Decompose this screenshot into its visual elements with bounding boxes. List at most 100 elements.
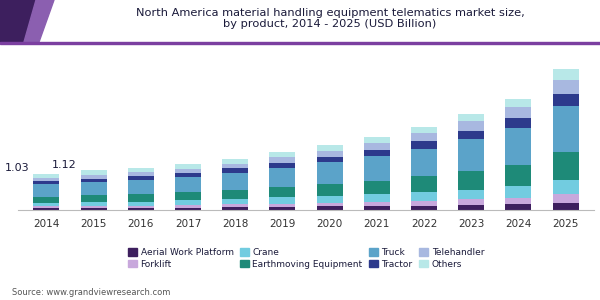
Bar bbox=[505, 99, 532, 107]
Bar bbox=[553, 194, 578, 203]
Bar bbox=[364, 181, 390, 194]
Bar bbox=[269, 158, 295, 163]
Bar bbox=[80, 208, 107, 210]
Bar bbox=[553, 180, 578, 194]
Bar bbox=[505, 165, 532, 186]
Bar bbox=[317, 203, 343, 206]
Text: North America material handling equipment telematics market size,
by product, 20: North America material handling equipmen… bbox=[136, 8, 524, 29]
Bar bbox=[458, 114, 484, 121]
Bar bbox=[34, 206, 59, 208]
Bar bbox=[128, 180, 154, 194]
Bar bbox=[317, 196, 343, 203]
Bar bbox=[411, 206, 437, 210]
Bar bbox=[175, 205, 201, 208]
Bar bbox=[505, 198, 532, 204]
Bar bbox=[553, 152, 578, 180]
Bar bbox=[222, 159, 248, 164]
Bar bbox=[317, 145, 343, 151]
Bar bbox=[128, 168, 154, 172]
Bar bbox=[222, 199, 248, 204]
Text: Source: www.grandviewresearch.com: Source: www.grandviewresearch.com bbox=[12, 288, 170, 297]
Bar bbox=[128, 176, 154, 180]
Bar bbox=[222, 164, 248, 168]
Bar bbox=[269, 163, 295, 168]
Bar bbox=[553, 80, 578, 94]
Text: 1.12: 1.12 bbox=[52, 160, 77, 170]
Bar bbox=[269, 207, 295, 210]
Bar bbox=[80, 206, 107, 208]
Bar bbox=[458, 200, 484, 205]
Bar bbox=[364, 137, 390, 143]
Bar bbox=[269, 152, 295, 158]
Bar bbox=[34, 178, 59, 182]
Bar bbox=[175, 192, 201, 200]
Bar bbox=[222, 172, 248, 190]
Bar bbox=[80, 178, 107, 182]
Bar bbox=[80, 182, 107, 195]
Bar bbox=[80, 195, 107, 202]
Bar bbox=[505, 204, 532, 210]
Bar bbox=[505, 186, 532, 198]
Bar bbox=[269, 197, 295, 204]
Bar bbox=[128, 194, 154, 202]
Bar bbox=[553, 94, 578, 106]
Bar bbox=[458, 131, 484, 139]
Bar bbox=[364, 194, 390, 202]
Bar bbox=[128, 172, 154, 176]
Bar bbox=[553, 203, 578, 210]
Bar bbox=[458, 139, 484, 171]
Bar bbox=[317, 184, 343, 196]
Bar bbox=[269, 187, 295, 197]
Bar bbox=[34, 184, 59, 196]
Bar bbox=[458, 205, 484, 210]
Bar bbox=[364, 150, 390, 156]
Bar bbox=[411, 142, 437, 149]
Bar bbox=[269, 168, 295, 187]
Bar bbox=[34, 174, 59, 178]
Bar bbox=[364, 143, 390, 150]
Bar bbox=[411, 192, 437, 201]
Text: 1.03: 1.03 bbox=[5, 163, 29, 173]
Bar bbox=[458, 121, 484, 131]
Bar bbox=[411, 149, 437, 176]
Bar bbox=[364, 156, 390, 181]
Bar bbox=[458, 171, 484, 190]
Bar bbox=[175, 173, 201, 177]
Bar bbox=[317, 157, 343, 162]
Bar bbox=[222, 168, 248, 172]
Bar bbox=[411, 201, 437, 206]
Bar bbox=[128, 208, 154, 210]
Bar bbox=[553, 106, 578, 152]
Bar bbox=[317, 162, 343, 184]
Bar bbox=[80, 170, 107, 175]
Bar bbox=[175, 177, 201, 192]
Bar bbox=[175, 169, 201, 173]
Bar bbox=[505, 118, 532, 128]
Bar bbox=[222, 204, 248, 207]
Bar bbox=[175, 164, 201, 169]
Bar bbox=[553, 69, 578, 80]
Bar bbox=[411, 133, 437, 142]
Bar bbox=[269, 204, 295, 207]
Bar bbox=[34, 203, 59, 206]
Bar bbox=[505, 128, 532, 165]
Bar bbox=[34, 196, 59, 203]
Bar bbox=[411, 176, 437, 192]
Bar bbox=[128, 202, 154, 206]
Bar bbox=[317, 206, 343, 210]
Bar bbox=[175, 208, 201, 210]
Bar bbox=[222, 207, 248, 210]
Bar bbox=[80, 202, 107, 206]
Bar bbox=[80, 175, 107, 178]
Bar bbox=[128, 206, 154, 208]
Bar bbox=[505, 107, 532, 118]
Bar bbox=[364, 202, 390, 206]
Bar bbox=[458, 190, 484, 200]
Bar bbox=[411, 127, 437, 133]
Bar bbox=[34, 182, 59, 184]
Bar bbox=[317, 151, 343, 157]
Bar bbox=[175, 200, 201, 205]
Bar bbox=[34, 208, 59, 210]
Legend: Aerial Work Platform, Forklift, Crane, Earthmoving Equipment, Truck, Tractor, Te: Aerial Work Platform, Forklift, Crane, E… bbox=[124, 244, 488, 272]
Bar bbox=[364, 206, 390, 210]
